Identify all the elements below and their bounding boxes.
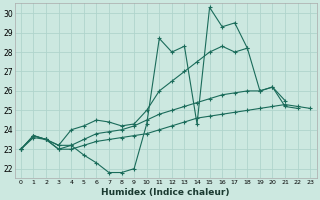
X-axis label: Humidex (Indice chaleur): Humidex (Indice chaleur) <box>101 188 230 197</box>
